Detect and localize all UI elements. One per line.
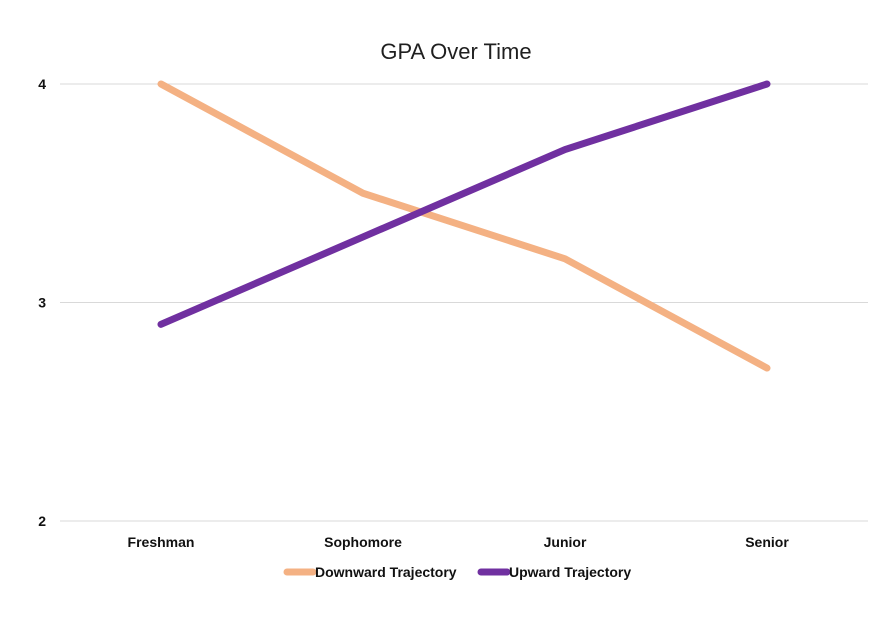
x-axis: Freshman Sophomore Junior Senior	[128, 534, 790, 550]
y-tick-label: 3	[38, 295, 46, 311]
grid-layer	[60, 83, 868, 522]
series-layer	[157, 80, 771, 372]
series-line-upward-trajectory	[157, 80, 771, 328]
chart-title: GPA Over Time	[380, 39, 531, 64]
legend: Downward Trajectory Upward Trajectory	[283, 564, 631, 580]
x-tick-label-sophomore: Sophomore	[324, 534, 402, 550]
x-tick-label-senior: Senior	[745, 534, 789, 550]
y-tick-label: 2	[38, 513, 46, 529]
x-tick-label-freshman: Freshman	[128, 534, 195, 550]
x-tick-label-junior: Junior	[544, 534, 587, 550]
legend-label: Upward Trajectory	[509, 564, 631, 580]
series-line-downward-trajectory	[157, 80, 771, 372]
legend-item-downward-trajectory: Downward Trajectory	[283, 564, 457, 580]
y-tick-label: 4	[38, 76, 46, 92]
legend-item-upward-trajectory: Upward Trajectory	[477, 564, 631, 580]
legend-label: Downward Trajectory	[315, 564, 457, 580]
y-axis: 2 3 4	[38, 76, 46, 529]
